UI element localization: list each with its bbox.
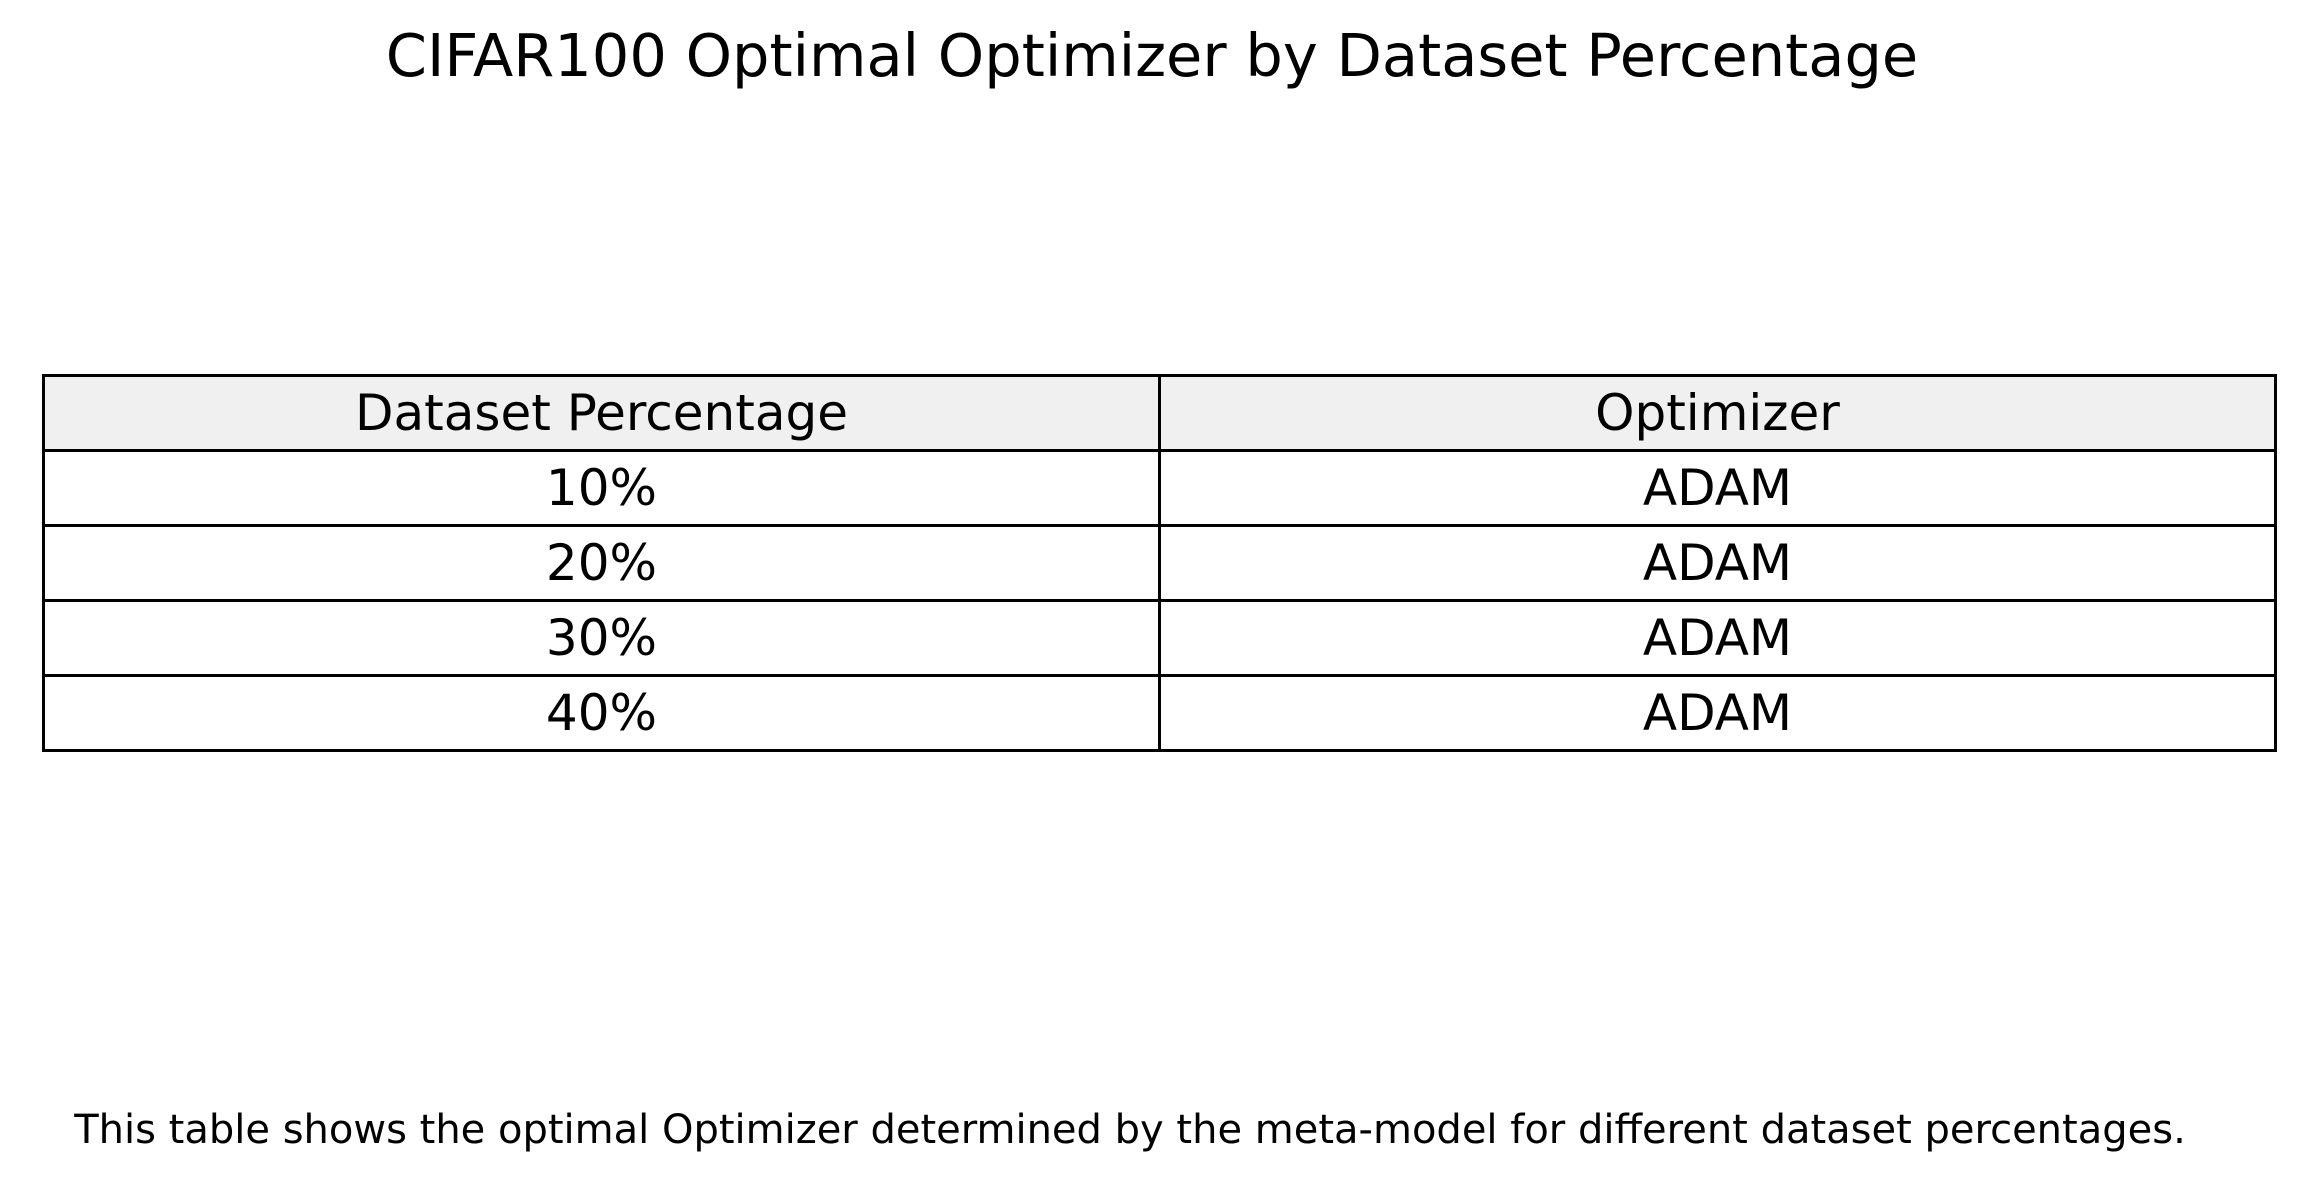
- table-row: 30% ADAM: [42, 599, 2277, 677]
- table-row: 20% ADAM: [42, 524, 2277, 602]
- cell-optimizer: ADAM: [1158, 599, 2277, 677]
- column-header-optimizer: Optimizer: [1158, 374, 2277, 452]
- optimizer-table: Dataset Percentage Optimizer 10% ADAM 20…: [42, 374, 2277, 752]
- table-caption: This table shows the optimal Optimizer d…: [74, 1107, 2186, 1153]
- table-title: CIFAR100 Optimal Optimizer by Dataset Pe…: [385, 21, 1919, 90]
- cell-optimizer: ADAM: [1158, 524, 2277, 602]
- table-row: 10% ADAM: [42, 449, 2277, 527]
- cell-dataset-percentage: 20%: [42, 524, 1161, 602]
- table-header-row: Dataset Percentage Optimizer: [42, 374, 2277, 452]
- cell-dataset-percentage: 30%: [42, 599, 1161, 677]
- column-header-dataset-percentage: Dataset Percentage: [42, 374, 1161, 452]
- cell-optimizer: ADAM: [1158, 449, 2277, 527]
- cell-dataset-percentage: 10%: [42, 449, 1161, 527]
- table-row: 40% ADAM: [42, 674, 2277, 752]
- cell-optimizer: ADAM: [1158, 674, 2277, 752]
- cell-dataset-percentage: 40%: [42, 674, 1161, 752]
